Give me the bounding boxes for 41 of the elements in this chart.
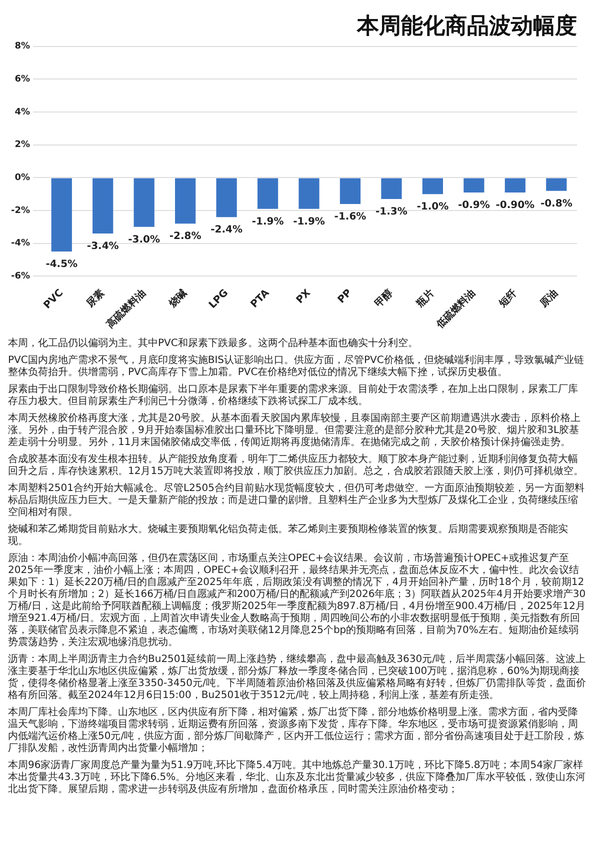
data-label: -2.8% — [169, 231, 202, 242]
data-label: -1.6% — [334, 212, 366, 223]
data-label: -2.4% — [210, 224, 242, 236]
text: 本周塑料2501合约开始大幅减仓。尽管L2505合约目前贴水现货幅度较大，但仍可考虑做空。一方面原油预期较差，另一方面塑料标品后期供应压力巨大。一是天量新产能的投放；而是进口量的剧增。且塑料生产企业多为大型炼厂及煤化工企业，负荷继续压缩空间相对有限。 — [8, 483, 586, 519]
text: 尿素由于出口限制导致价格长期偏弱。出口原本是尿素下半年重要的需求来源。目前处于农需淡季，在加上出口限制，尿素工厂库存压力极大。但目前尿素生产利润已十分微薄，价格继续下跌将试探工厂成本线。 — [8, 384, 579, 408]
chart-title: 本周能化商品波动幅度 — [356, 12, 577, 39]
data-label: -1.0% — [416, 202, 449, 213]
text: 本周96家沥青厂家周度总产量为量为51.9万吨,环比下降5.4万吨。其中地炼总产量30.1万吨，环比下降5.8万吨；本周54家厂家样本出货量共43.3万吨，环比下降6.5%。分地区来看，华北、山东及东北出货量减少较多，供应下降叠加厂库水平较低，致使山东河北出货下降。展望后期，需求进一步转弱及供应有所增加，盘面价格承压，同时需关注原油价格变动； — [8, 760, 587, 796]
text: 本周厂库社会库均下降。山东地区，区内供应有所下降，相对偏紧，炼厂出货下降，部分地炼价格明显上涨。需求方面，省内受降温天气影响，下游终端项目需求转弱，近期运费有所回落，资源多南下发货，库存下降。华东地区，受市场可提资源紧俏影响，周内低端汽运价格上涨50元/吨，供应方面，部分炼厂间歇降产，区内开工低位运行；需求方面，部分省份高速项目处于赶工阶段，炼厂排队发船，改性沥青周内出货量小幅增加； — [8, 707, 586, 755]
y-tick-label: 2% — [14, 140, 30, 150]
x-tick-label: 短纤 — [496, 286, 520, 310]
data-label: -3.4% — [86, 241, 119, 252]
y-tick-label: 6% — [14, 74, 30, 85]
x-tick-label: 烧碱 — [166, 286, 190, 310]
x-tick-label: 尿素 — [83, 286, 107, 310]
text: PVC国内房地产需求不景气，月底印度将实施BIS认证影响出口。供应方面，尽管PVC价格低，但烧碱端利润丰厚，导致氯碱产业链整体负荷抬升。供增需弱，PVC高库存下雪上加霜。PVC在价格绝对低位的情况下继续大幅下挫，试探历史极值。 — [8, 355, 585, 379]
data-label: -0.90% — [496, 200, 535, 212]
data-label: -4.5% — [46, 259, 78, 270]
text: 本周天然橡胶价格再度大涨，尤其是20号胶。从基本面看天胶国内累库较慢，且泰国南部主要产区前期遭遇洪水袭击，原料价格上涨。另外，由于转产混合胶，9月开始泰国标准胶出口量环比下降明显。但需要注意的是部分胶种尤其是20号胶、烟片胶和3L胶基差走弱十分明显。另外，11月末国储胶储成交率低，传闻近期将再度抛储清库。在抛储完成之前，天胶价格预计保持偏强走势。 — [8, 413, 582, 449]
data-label: -1.9% — [293, 216, 325, 228]
data-label: -0.8% — [540, 198, 572, 210]
y-tick-label: 4% — [14, 107, 30, 118]
text: 烧碱和苯乙烯期货目前贴水大。烧碱主要预期氧化铝负荷走低。苯乙烯则主要预期检修装置的恢复。后期需要观察预期是否能实现。 — [8, 524, 569, 548]
x-tick-label: PP — [336, 288, 354, 306]
text: 本周，化工品仍以偏弱为主。其中PVC和尿素下跌最多。这两个品种基本面也确实十分利空。 — [8, 338, 419, 350]
x-tick-label: 高硫燃料油 — [104, 286, 148, 331]
data-label: -0.9% — [458, 200, 490, 212]
data-label: -3.0% — [128, 234, 160, 246]
y-tick-label: -6% — [11, 272, 30, 282]
y-tick-label: 8% — [14, 42, 30, 52]
text: 原油：本周油价小幅冲高回落，但仍在震荡区间，市场重点关注OPEC+会议结果。会议前，市场普遍预计OPEC+或推迟复产至2025年一季度末，油价小幅上涨；本周四，OPEC+会议顺利召开，最终结果并无亮点，盘面总体反应不大，偏中性。此次会议结果如下：1）延长220万桶/日的自愿减产至2025年年底，后期政策没有调整的情况下，4月开始回补产量，历时18个月，较前期12个月时长有所增加；2）延长166万桶/日自愿减产和200万桶/日的配额减产到2026年底；3）阿联酋从2025年4月开始要求增产30万桶/日，这是此前给予阿联酋配额上调幅度；俄罗斯2025年一季度配额为897.8万桶/日，4月份增至900.4万桶/日，2025年12月增至921.4万桶/日。宏观方面，上周首次申请失业金人数略高于预期，周四晚间公布的小非农数据明显低于预期，美元指数有所回落，美联储官员表示降息不紧迫，表态偏鹰，市场对美联储12月降息25个bp的预期略有回落，目前为70%左右。短期油价延续弱势震荡趋势，关注宏观地缘消息扰动。 — [8, 553, 587, 649]
x-tick-label: 原油 — [537, 286, 560, 310]
data-label: -1.3% — [376, 206, 408, 218]
y-tick-label: -2% — [11, 206, 30, 216]
data-label: -1.9% — [252, 216, 284, 228]
y-tick-label: 0% — [14, 173, 30, 184]
x-tick-label: 甲醇 — [372, 286, 396, 310]
text: 沥青：本周上半周沥青主力合约Bu2501延续前一周上涨趋势，继续攀高，盘中最高触及3630元/吨，后半周震荡小幅回落。这波上涨主要基于华北山东地区供应偏紧，炼厂出货放缓，部分炼厂释放一季度冬储合同，已突破100万吨，据消息称，60%为期现商接货，使得冬储价格显著上涨至3350-3450元/吨。下半周随着原油价格回落及供应偏紧格局略有好转，但炼厂仍需排队等货，盘面价格有所回落。截至2024年12月6日15:00，Bu2501收于3512元/吨，较上周持稳，利润上涨，基差有所走强。 — [8, 654, 587, 702]
text: 合成胶基本面没有发生根本扭转。从产能投放角度看，明年丁二烯供应压力都较大。顺丁胶本身产能过剩，近期利润修复负荷大幅回升之后，库存快速累积。12月15万吨大装置即将投放，顺丁胶供应压力加剧。总之，合成胶若跟随天胶上涨，则仍可择机做空。 — [8, 454, 584, 478]
y-tick-label: -4% — [11, 238, 30, 249]
x-tick-label: PX — [294, 287, 314, 306]
